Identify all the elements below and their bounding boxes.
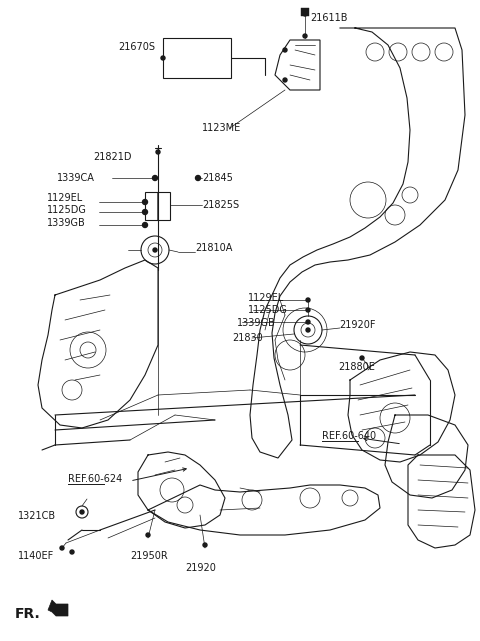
Bar — [301, 8, 309, 16]
Circle shape — [306, 298, 310, 302]
Circle shape — [80, 510, 84, 514]
Text: 1129EL: 1129EL — [248, 293, 284, 303]
Circle shape — [153, 176, 157, 181]
Text: REF.60-624: REF.60-624 — [68, 474, 122, 484]
Text: 21830: 21830 — [232, 333, 263, 343]
Circle shape — [203, 543, 207, 547]
Text: 21611B: 21611B — [310, 13, 348, 23]
Text: 21810A: 21810A — [195, 243, 232, 253]
Circle shape — [306, 308, 310, 312]
Text: 1339CA: 1339CA — [57, 173, 95, 183]
Circle shape — [143, 199, 147, 204]
Bar — [163, 38, 231, 78]
Circle shape — [60, 546, 64, 550]
Circle shape — [153, 248, 157, 252]
Text: 1321CB: 1321CB — [18, 511, 56, 521]
Circle shape — [146, 533, 150, 537]
Circle shape — [143, 210, 147, 215]
Text: 1339GB: 1339GB — [47, 218, 86, 228]
Text: 21821D: 21821D — [93, 152, 132, 162]
Text: 1339GB: 1339GB — [237, 318, 276, 328]
Circle shape — [195, 176, 201, 181]
Text: 1129EL: 1129EL — [47, 193, 83, 203]
Circle shape — [143, 222, 147, 228]
Text: 21920F: 21920F — [339, 320, 375, 330]
Text: 1140EF: 1140EF — [18, 551, 54, 561]
Circle shape — [306, 328, 310, 332]
Bar — [145, 192, 170, 220]
Circle shape — [156, 150, 160, 154]
Circle shape — [283, 48, 287, 52]
Circle shape — [303, 12, 307, 16]
Text: FR.: FR. — [15, 607, 41, 621]
Text: 21825S: 21825S — [202, 200, 239, 210]
Text: 21880E: 21880E — [338, 362, 375, 372]
Text: 1125DG: 1125DG — [47, 205, 87, 215]
Circle shape — [303, 34, 307, 38]
Circle shape — [70, 550, 74, 554]
Circle shape — [283, 78, 287, 82]
Text: 1123ME: 1123ME — [202, 123, 241, 133]
Text: 21845: 21845 — [202, 173, 233, 183]
Circle shape — [360, 356, 364, 360]
Text: 21920: 21920 — [185, 563, 216, 573]
Text: REF.60-640: REF.60-640 — [322, 431, 376, 441]
Polygon shape — [48, 600, 68, 616]
Text: 1125DG: 1125DG — [248, 305, 288, 315]
Circle shape — [306, 320, 310, 324]
Text: 21670S: 21670S — [118, 42, 155, 52]
Text: 21950R: 21950R — [130, 551, 168, 561]
Circle shape — [161, 56, 165, 60]
